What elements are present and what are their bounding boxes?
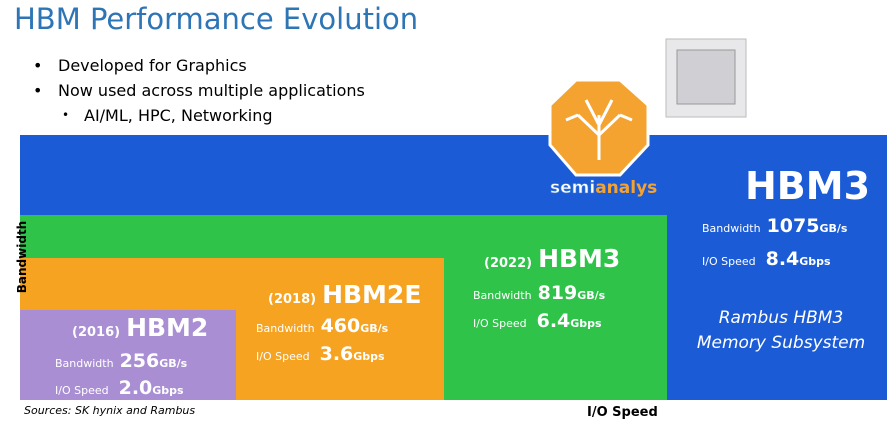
chip-image	[665, 38, 747, 118]
io-label: I/O Speed	[473, 317, 527, 330]
io-value: 8.4	[765, 248, 800, 270]
bandwidth-row: Bandwidth 1075GB/s	[702, 215, 847, 237]
logo-text: semianalysis	[550, 178, 658, 198]
io-value: 3.6	[319, 343, 354, 365]
block-heading: HBM3	[745, 164, 870, 208]
block-heading: (2016) HBM2	[72, 313, 208, 342]
io-row: I/O Speed 2.0Gbps	[55, 377, 184, 399]
y-axis-label: Bandwidth	[15, 220, 30, 294]
io-row: I/O Speed 8.4Gbps	[702, 248, 831, 270]
year: (2018)	[268, 292, 317, 307]
block-name: HBM2	[126, 313, 209, 342]
io-unit: Gbps	[799, 255, 831, 268]
sub-bullet-dot: •	[62, 108, 70, 122]
caption: Memory Subsystem	[696, 333, 866, 353]
io-value: 6.4	[536, 310, 571, 332]
block-heading: (2018) HBM2E	[268, 280, 421, 309]
io-label: I/O Speed	[702, 255, 756, 268]
bandwidth-value: 460	[320, 315, 361, 337]
block-heading: (2022) HBM3	[484, 244, 620, 273]
bandwidth-row: Bandwidth 256GB/s	[55, 350, 187, 372]
block-name: HBM3	[745, 164, 871, 208]
bullet: Now used across multiple applications	[58, 81, 365, 100]
chip-die	[676, 49, 736, 105]
io-unit: Gbps	[570, 317, 602, 330]
bandwidth-unit: GB/s	[159, 357, 188, 370]
bandwidth-unit: GB/s	[577, 289, 606, 302]
io-unit: Gbps	[152, 384, 184, 397]
block-hbm2	[20, 310, 236, 400]
x-axis-label: I/O Speed	[587, 405, 658, 420]
bandwidth-row: Bandwidth 460GB/s	[256, 315, 388, 337]
io-row: I/O Speed 3.6Gbps	[256, 343, 385, 365]
io-unit: Gbps	[353, 350, 385, 363]
bandwidth-value: 256	[119, 350, 160, 372]
bandwidth-label: Bandwidth	[256, 322, 315, 335]
logo: semianalysis	[548, 78, 658, 198]
year: (2016)	[72, 325, 121, 340]
io-row: I/O Speed 6.4Gbps	[473, 310, 602, 332]
bandwidth-row: Bandwidth 819GB/s	[473, 282, 605, 304]
sub-bullet: AI/ML, HPC, Networking	[84, 106, 273, 125]
io-label: I/O Speed	[256, 350, 310, 363]
source: Sources: SK hynix and Rambus	[24, 404, 196, 417]
block-name: HBM3	[538, 244, 621, 273]
bandwidth-label: Bandwidth	[473, 289, 532, 302]
bandwidth-label: Bandwidth	[702, 222, 761, 235]
bullet-dot: •	[33, 81, 43, 100]
bandwidth-value: 1075	[766, 215, 820, 237]
block-name: HBM2E	[322, 280, 422, 309]
io-label: I/O Speed	[55, 384, 109, 397]
bullet: Developed for Graphics	[58, 56, 247, 75]
logo-tree	[565, 99, 633, 160]
year: (2022)	[484, 256, 533, 271]
io-value: 2.0	[118, 377, 153, 399]
bullet-dot: •	[33, 56, 43, 75]
title: HBM Performance Evolution	[14, 2, 419, 36]
bandwidth-label: Bandwidth	[55, 357, 114, 370]
bandwidth-unit: GB/s	[360, 322, 389, 335]
bandwidth-unit: GB/s	[819, 222, 848, 235]
caption: Rambus HBM3	[718, 308, 844, 328]
bandwidth-value: 819	[537, 282, 578, 304]
